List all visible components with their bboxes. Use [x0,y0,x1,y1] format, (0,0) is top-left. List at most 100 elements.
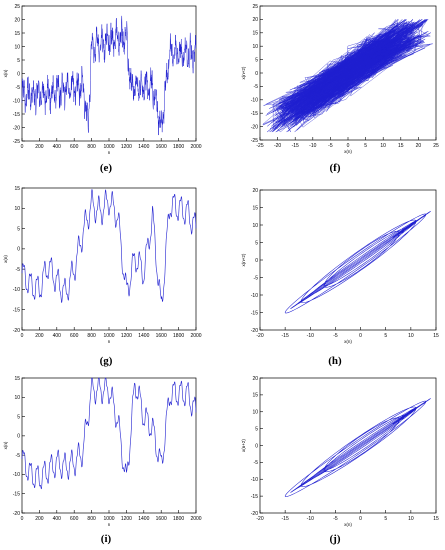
x-tick-label: 1800 [173,333,184,339]
x-tick-label: 25 [433,143,439,149]
x-tick-label: 0 [347,143,350,149]
panel-label-f: (f) [329,162,341,174]
y-tick-label: 15 [14,31,20,37]
y-tick-label: -5 [16,453,21,459]
y-tick-label: 15 [252,393,258,399]
x-tick-label: -20 [256,333,263,339]
y-axis-label: x(n) [3,255,8,263]
plot-frame [21,187,197,331]
chart-f: -25 -20 -15 -10 -5 0 5 10 15 20 25 -25 -20 -15 -10 -5 0 5… [228,0,445,160]
x-tick-label: 1000 [103,516,114,522]
series-line [21,377,197,490]
y-tick-label: -15 [13,308,20,314]
y-tick-label: -10 [13,472,20,478]
panel-label-j: (j) [329,533,341,545]
y-tick-label: -10 [13,287,20,293]
x-tick-label: 400 [53,144,62,150]
x-tick-label: -20 [256,516,263,522]
y-tick-label: 0 [17,71,20,77]
y-tick-label: 20 [252,17,258,23]
y-tick-label: -10 [251,477,258,483]
x-tick-label: 10 [408,516,414,522]
series-line [21,15,197,136]
y-axis-label: x(n) [3,69,8,77]
chart-e-svg: 0 200 400 600 800 1000 1200 1400 1600 1800 2000-25… [3,4,202,155]
x-tick-label: 200 [35,333,44,339]
y-tick-label: -15 [13,492,20,498]
x-tick-label: -25 [256,143,263,149]
y-axis-label: x(n+2) [241,439,246,452]
x-tick-label: 1000 [103,333,114,339]
x-tick-label: 1400 [138,144,149,150]
x-tick-label: 1600 [156,333,167,339]
y-tick-label: -5 [254,275,259,281]
y-tick-label: 20 [252,188,258,194]
x-tick-label: 600 [70,144,79,150]
x-tick-label: 15 [398,143,404,149]
y-tick-label: -15 [251,111,258,117]
y-tick-label: -20 [13,328,20,334]
x-tick-label: 800 [87,333,96,339]
y-axis-label: x(n) [3,441,8,449]
y-tick-label: 20 [252,376,258,382]
x-tick-label: -5 [333,516,338,522]
y-tick-label: 5 [255,240,258,246]
y-tick-label: 5 [17,414,20,420]
panel-label-g: (g) [99,355,113,367]
y-tick-label: 0 [255,258,258,264]
y-tick-label: 0 [255,443,258,449]
x-tick-label: -15 [292,143,299,149]
x-tick-label: -15 [282,333,289,339]
x-tick-label: 10 [380,143,386,149]
x-tick-label: -10 [307,516,314,522]
y-tick-label: -15 [251,494,258,500]
chart-f-svg: -25 -20 -15 -10 -5 0 5 10 15 20 25 -25 -20 -15 -10 -5 0 5… [241,4,439,154]
y-tick-label: -20 [251,124,258,130]
y-tick-label: -10 [13,98,20,104]
y-tick-label: -20 [13,511,20,517]
x-axis-label: x(n) [344,149,352,154]
y-tick-label: -25 [251,138,258,144]
x-axis-label: x(n) [344,339,352,344]
series-trajectory [262,19,433,133]
chart-h-svg: -20 -15 -10 -5 0 5 10 15 -20 -15 -10 -5 0 5 10 15 20 x(n)… [241,188,439,344]
y-tick-label: -5 [16,85,21,91]
x-tick-label: 2000 [190,144,201,150]
x-tick-label: 400 [53,333,62,339]
x-tick-label: -15 [282,516,289,522]
x-tick-label: 1400 [138,516,149,522]
plot-frame [21,5,197,142]
y-tick-label: 25 [252,4,258,10]
x-tick-label: 1200 [121,333,132,339]
chart-i-svg: 0 200 400 600 800 1000 1200 1400 1600 1800 2000 -20… [3,376,202,527]
series-line [21,189,197,303]
x-axis-label: n [108,150,111,155]
x-tick-label: 5 [384,333,387,339]
x-tick-label: 5 [384,516,387,522]
y-axis-label: x(n+2) [241,253,246,266]
x-tick-label: 800 [87,516,96,522]
y-tick-label: 5 [255,57,258,63]
chart-g-svg: 0 200 400 600 800 1000 1200 1400 1600 1800 2000 -20… [3,186,202,344]
y-tick-label: 25 [14,4,20,10]
x-tick-label: 200 [35,144,44,150]
y-tick-label: -25 [13,139,20,145]
chart-j-svg: -20 -15 -10 -5 0 5 10 15 -20 -15 -10 -5 0 5 10 15 20 x(n)… [241,376,439,527]
y-tick-label: 5 [17,226,20,232]
x-axis-label: x(n) [344,522,352,527]
x-tick-label: 400 [53,516,62,522]
x-tick-label: 1600 [156,144,167,150]
y-tick-label: 0 [17,434,20,440]
panel-label-i: (i) [100,533,112,545]
x-tick-label: 0 [359,333,362,339]
x-tick-label: 1800 [173,144,184,150]
y-tick-label: -5 [254,84,259,90]
y-tick-label: -5 [254,460,259,466]
x-tick-label: 1200 [121,516,132,522]
y-tick-label: 0 [17,247,20,253]
y-tick-label: 15 [14,186,20,192]
x-tick-label: 1800 [173,516,184,522]
x-tick-label: -10 [307,333,314,339]
x-tick-label: 15 [433,333,439,339]
y-tick-label: 15 [252,31,258,37]
